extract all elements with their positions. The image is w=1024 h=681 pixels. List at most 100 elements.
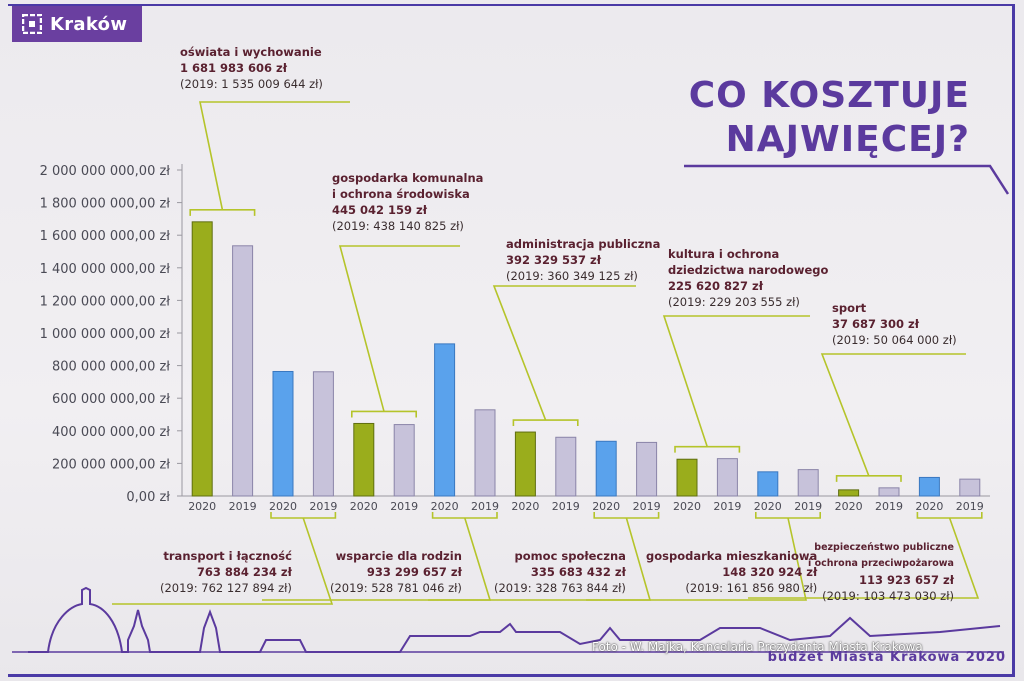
bar-2020: [676, 458, 698, 497]
annotation-bottom: transport i łączność 763 884 234 zł (2019:…: [160, 548, 292, 596]
axis-layer: 0,00 zł 200 000 000,00 zł 400 000 000,00 z…: [40, 164, 990, 505]
y-tick-label: 1 800 000 000,00 zł: [40, 197, 171, 212]
callout-leader: [820, 353, 966, 477]
y-tick-label: 1 600 000 000,00 zł: [40, 229, 171, 244]
bar-2020: [353, 422, 375, 497]
x-tick-label: 2020: [188, 500, 216, 513]
callout-lines: [112, 101, 983, 605]
title-underline: [684, 164, 1010, 195]
annotation-amount: 933 299 657 zł: [366, 565, 462, 579]
bar-2019: [797, 469, 819, 497]
x-tick-label: 2020: [835, 500, 863, 513]
annotation-label: dziedzictwa narodowego: [668, 263, 829, 277]
annotation-previous-year: (2019: 360 349 125 zł): [506, 269, 638, 283]
x-tick-label: 2019: [633, 500, 661, 513]
bar-2020: [918, 476, 940, 497]
bar-2019: [959, 478, 981, 497]
bar-2020: [272, 370, 294, 497]
y-tick-label: 1 000 000 000,00 zł: [40, 327, 171, 342]
bar-2020: [434, 343, 456, 497]
bar-2019: [312, 371, 334, 497]
title-line-2: NAJWIĘCEJ?: [725, 119, 970, 160]
skyline-outline: [28, 586, 1001, 653]
y-tick-label: 600 000 000,00 zł: [52, 392, 170, 407]
slide-frame: [8, 4, 1015, 677]
annotation-amount: 445 042 159 zł: [332, 203, 427, 217]
x-tick-label: 2019: [875, 500, 903, 513]
annotation-label: kultura i ochrona: [668, 247, 780, 261]
y-tick-label: 200 000 000,00 zł: [52, 457, 170, 472]
annotation-previous-year: (2019: 438 140 825 zł): [332, 219, 464, 233]
y-tick-label: 0,00 zł: [126, 490, 170, 505]
y-tick-label: 1 400 000 000,00 zł: [40, 262, 171, 277]
annotation-amount: 1 681 983 606 zł: [180, 61, 287, 75]
bar-2019: [555, 436, 577, 497]
annotation-amount: 392 329 537 zł: [506, 253, 601, 267]
bar-2019: [636, 441, 658, 497]
annotation-amount: 148 320 924 zł: [722, 565, 818, 579]
callout-leader: [112, 517, 334, 605]
callout-bracket: [512, 419, 579, 427]
annotation-previous-year: (2019: 229 203 555 zł): [668, 295, 800, 309]
x-tick-label: 2019: [794, 500, 822, 513]
bar-2020: [514, 431, 536, 497]
annotation-amount: 763 884 234 zł: [196, 565, 292, 579]
annotation-label: sport: [832, 301, 867, 315]
annotation-previous-year: (2019: 328 763 844 zł): [494, 581, 626, 595]
x-tick-label: 2019: [552, 500, 580, 513]
x-tick-label: 2020: [511, 500, 539, 513]
annotation-label: i ochrona środowiska: [332, 187, 470, 201]
bar-2020: [838, 489, 860, 497]
annotation-label: gospodarka mieszkaniowa: [646, 549, 818, 563]
x-tick-label: 2020: [754, 500, 782, 513]
annotation-amount: 37 687 300 zł: [832, 317, 919, 331]
annotation-bottom: pomoc społeczna 335 683 432 zł (2019: 328 …: [494, 548, 626, 596]
x-tick-label: 2020: [350, 500, 378, 513]
x-tick-label: 2019: [713, 500, 741, 513]
x-tick-label: 2019: [309, 500, 337, 513]
x-tick-label: 2020: [592, 500, 620, 513]
annotation-top: oświata i wychowanie 1 681 983 606 zł (201…: [180, 44, 323, 92]
annotation-previous-year: (2019: 161 856 980 zł): [685, 581, 818, 595]
annotation-label: wsparcie dla rodzin: [335, 549, 462, 563]
x-tick-label: 2020: [915, 500, 943, 513]
x-tick-label: 2019: [471, 500, 499, 513]
photo-credit: Foto - W. Majka, Kancelaria Prezydenta M…: [592, 640, 923, 654]
callout-bracket: [835, 475, 902, 482]
annotation-bottom: bezpieczeństwo publiczne i ochrona przeci…: [808, 540, 954, 604]
bar-2019: [393, 424, 415, 497]
y-tick-label: 1 200 000 000,00 zł: [40, 294, 171, 309]
annotation-bottom: gospodarka mieszkaniowa 148 320 924 zł (20…: [646, 548, 817, 596]
krakow-logo: Kraków: [12, 6, 142, 42]
bar-2019: [474, 409, 496, 497]
title-line-1: CO KOSZTUJE: [688, 75, 970, 116]
callout-bracket: [189, 209, 256, 216]
callout-leader: [338, 245, 460, 412]
annotation-amount: 335 683 432 zł: [530, 565, 626, 579]
x-tick-label: 2019: [390, 500, 418, 513]
annotation-label: i ochrona przeciwpożarowa: [808, 558, 954, 569]
x-tick-label: 2019: [229, 500, 257, 513]
annotation-previous-year: (2019: 1 535 009 644 zł): [180, 77, 323, 91]
callout-leader: [586, 517, 807, 601]
bars-layer: 2020 2019 2020 2019 2020 2019 2020 2019 2020 2019…: [188, 221, 984, 513]
annotation-bottom: wsparcie dla rodzin 933 299 657 zł (2019: …: [330, 548, 462, 596]
y-tick-label: 400 000 000,00 zł: [52, 425, 170, 440]
annotation-label: gospodarka komunalna: [332, 171, 484, 185]
bar-2019: [716, 458, 738, 497]
annotation-previous-year: (2019: 762 127 894 zł): [160, 581, 292, 595]
bar-2020: [757, 471, 779, 497]
city-skyline: [12, 586, 1004, 653]
annotation-amount: 225 620 827 zł: [668, 279, 763, 293]
brand-name: Kraków: [50, 13, 128, 35]
callout-leader: [199, 101, 350, 210]
annotation-label: bezpieczeństwo publiczne: [814, 542, 954, 553]
x-tick-label: 2020: [269, 500, 297, 513]
annotation-amount: 113 923 657 zł: [858, 573, 954, 587]
chart-decor: [684, 164, 1010, 195]
x-tick-label: 2020: [431, 500, 459, 513]
x-tick-label: 2020: [673, 500, 701, 513]
annotation-label: pomoc społeczna: [514, 549, 626, 563]
callout-leader: [662, 315, 810, 447]
